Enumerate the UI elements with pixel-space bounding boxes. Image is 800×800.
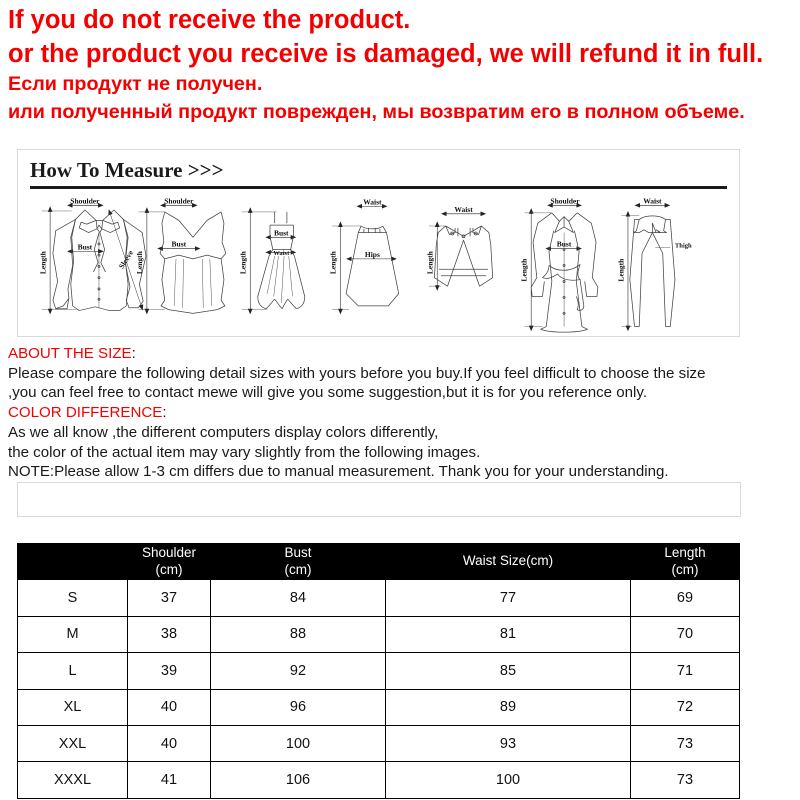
- svg-text:Bust: Bust: [78, 242, 93, 251]
- svg-text:Length: Length: [426, 250, 435, 274]
- svg-text:Bust: Bust: [557, 240, 572, 249]
- svg-text:Shoulder: Shoulder: [550, 196, 580, 205]
- svg-text:Length: Length: [135, 250, 144, 274]
- svg-text:Waist: Waist: [643, 196, 662, 205]
- svg-text:Length: Length: [239, 250, 248, 274]
- svg-text:Bust: Bust: [172, 240, 187, 249]
- svg-text:Shoulder: Shoulder: [164, 196, 194, 205]
- svg-text:Length: Length: [519, 258, 528, 282]
- svg-text:Shoulder: Shoulder: [70, 196, 100, 205]
- svg-text:Waist: Waist: [363, 197, 382, 206]
- svg-text:Length: Length: [616, 258, 625, 282]
- svg-text:Length: Length: [329, 250, 338, 274]
- svg-text:Bust: Bust: [274, 228, 289, 237]
- svg-text:Hips: Hips: [365, 250, 380, 259]
- svg-text:Waist: Waist: [454, 205, 473, 214]
- svg-text:Length: Length: [38, 250, 47, 274]
- svg-text:Waist: Waist: [273, 250, 290, 257]
- svg-text:Thigh: Thigh: [675, 243, 692, 250]
